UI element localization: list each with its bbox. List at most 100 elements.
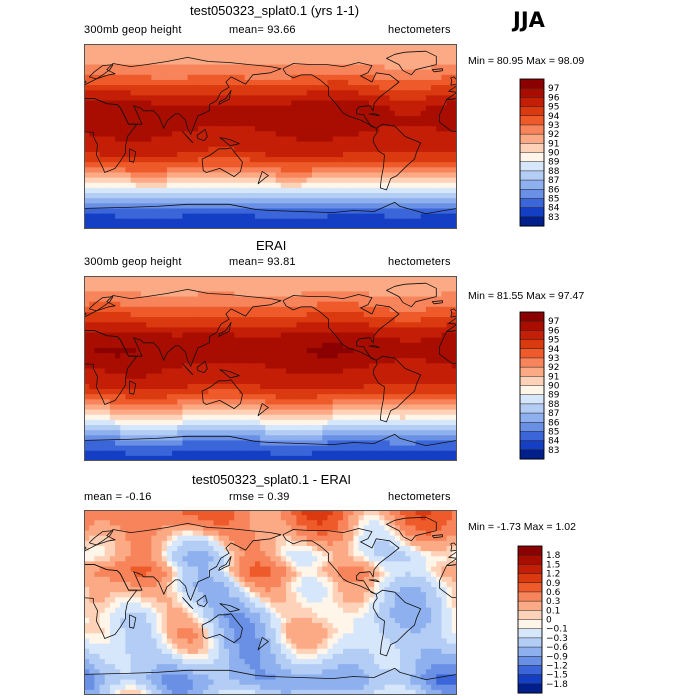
field-cell: [389, 49, 396, 55]
field-cell: [234, 311, 240, 318]
field-cell: [389, 162, 396, 168]
field-cell: [187, 110, 194, 117]
field-cell: [291, 281, 297, 287]
field-cell: [275, 64, 282, 71]
field-cell: [451, 363, 457, 369]
field-cell: [337, 373, 344, 380]
field-cell: [337, 157, 344, 163]
field-cell: [166, 151, 173, 158]
field-cell: [280, 383, 287, 390]
field-cell: [317, 131, 323, 137]
field-cell: [166, 373, 173, 380]
field-cell: [425, 404, 432, 411]
field-cell: [192, 44, 199, 50]
field-cell: [446, 193, 453, 199]
field-cell: [322, 281, 328, 287]
field-cell: [431, 162, 437, 168]
field-cell: [405, 322, 411, 328]
field-cell: [89, 167, 95, 173]
field-cell: [208, 347, 214, 354]
field-cell: [208, 291, 214, 297]
field-cell: [374, 281, 380, 287]
field-cell: [177, 347, 183, 354]
field-cell: [436, 322, 442, 328]
field-cell: [104, 404, 111, 411]
field-cell: [379, 162, 385, 168]
field-cell: [270, 115, 277, 122]
field-cell: [234, 126, 240, 132]
field-cell: [89, 342, 95, 349]
field-cell: [89, 430, 95, 436]
field-cell: [161, 157, 168, 163]
field-cell: [425, 95, 432, 101]
field-cell: [358, 203, 365, 209]
field-cell: [311, 327, 318, 333]
field-cell: [317, 187, 323, 194]
field-cell: [166, 311, 173, 318]
field-cell: [363, 430, 370, 436]
field-cell: [120, 105, 126, 112]
field-cell: [306, 435, 313, 441]
field-cell: [332, 435, 339, 441]
field-cell: [353, 430, 359, 436]
field-cell: [104, 213, 111, 220]
field-cell: [379, 198, 385, 204]
field-cell: [208, 44, 214, 50]
field-cell: [379, 105, 385, 112]
field-cell: [84, 409, 90, 416]
field-cell: [192, 353, 199, 359]
field-cell: [109, 218, 116, 225]
field-cell: [343, 409, 349, 416]
coastline: [84, 57, 282, 135]
field-cell: [296, 146, 302, 153]
field-cell: [280, 131, 287, 137]
field-cell: [104, 115, 111, 122]
field-cell: [125, 90, 132, 96]
field-cell: [291, 141, 297, 148]
field-cell: [120, 121, 126, 127]
field-cell: [451, 90, 457, 96]
field-cell: [286, 430, 292, 436]
field-cell: [317, 342, 323, 349]
field-cell: [223, 100, 230, 107]
field-cell: [374, 409, 380, 416]
field-cell: [84, 301, 90, 308]
field-cell: [322, 162, 328, 168]
field-cell: [156, 378, 163, 385]
field-cell: [400, 223, 406, 229]
field-cell: [389, 182, 396, 189]
field-cell: [374, 208, 380, 214]
field-cell: [135, 358, 142, 364]
field-cell: [400, 182, 406, 189]
field-cell: [94, 223, 100, 229]
field-cell: [84, 281, 90, 287]
field-cell: [353, 69, 359, 76]
field-cell: [249, 105, 256, 112]
field-cell: [187, 105, 194, 112]
field-cell: [99, 353, 106, 359]
field-cell: [229, 399, 235, 405]
field-cell: [166, 100, 173, 107]
field-cell: [332, 213, 339, 220]
field-cell: [156, 383, 163, 390]
field-cell: [286, 157, 292, 163]
field-cell: [280, 59, 287, 65]
field-cell: [197, 193, 204, 199]
field-cell: [410, 322, 416, 328]
field-cell: [203, 115, 209, 122]
field-cell: [420, 378, 427, 385]
field-cell: [156, 131, 163, 137]
field-cell: [425, 389, 432, 395]
field-cell: [400, 136, 406, 143]
field-cell: [384, 69, 391, 76]
field-cell: [446, 378, 453, 385]
field-cell: [358, 414, 365, 421]
field-cell: [130, 218, 137, 225]
field-cell: [249, 110, 256, 117]
field-cell: [156, 79, 163, 86]
field-cell: [172, 187, 178, 194]
field-cell: [337, 121, 344, 127]
field-cell: [353, 182, 359, 189]
field-cell: [353, 141, 359, 148]
field-cell: [208, 85, 214, 91]
